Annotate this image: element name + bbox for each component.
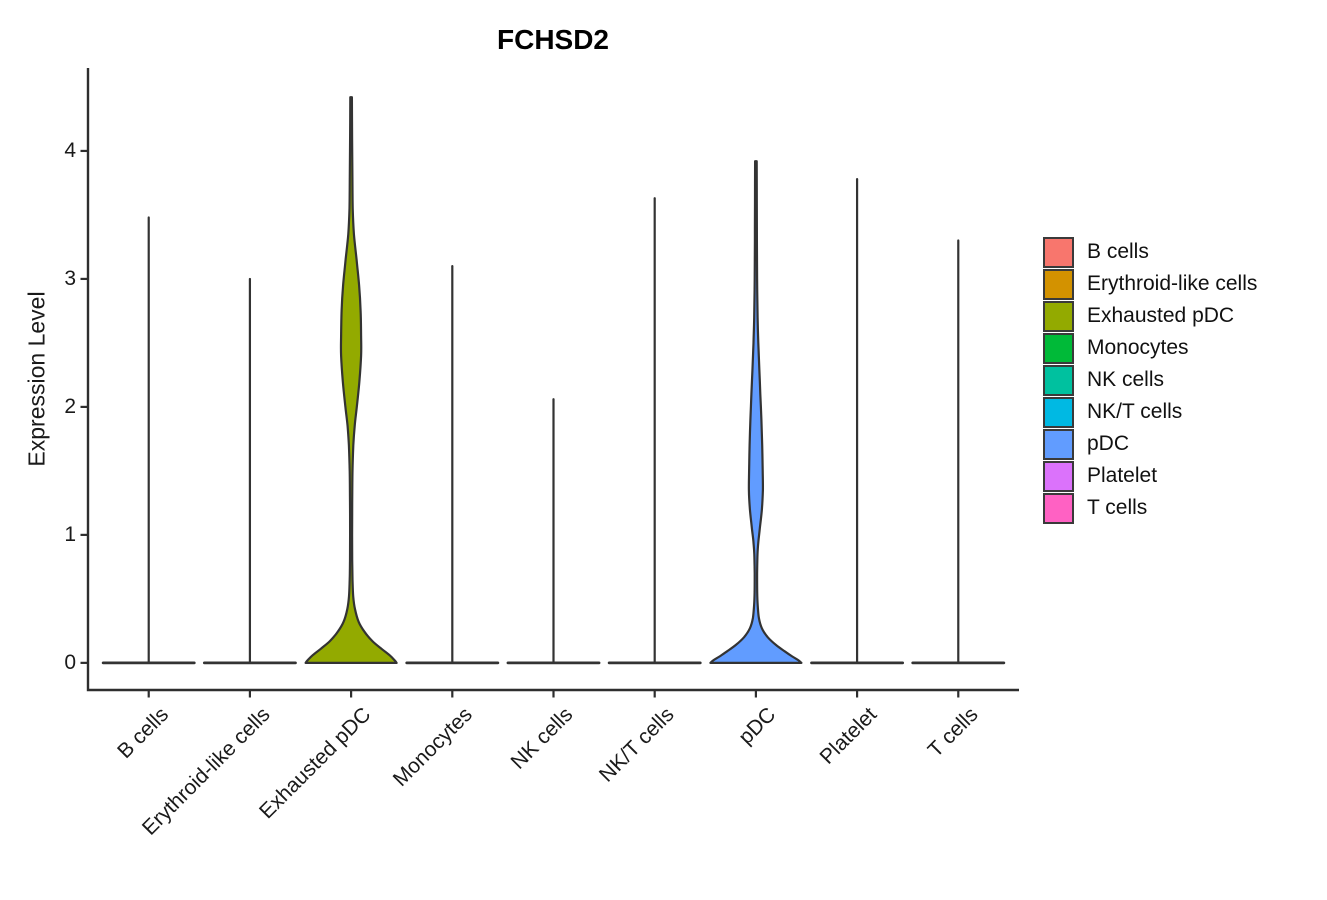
y-tick-label: 4 [64, 138, 76, 162]
y-tick-label: 2 [64, 394, 76, 418]
violin-exhausted-pdc[interactable] [304, 96, 398, 664]
axis-lines [86, 68, 1019, 692]
y-tick-label: 0 [64, 650, 76, 674]
legend-item-t-cells[interactable]: T cells [1043, 492, 1257, 524]
legend-item-monocytes[interactable]: Monocytes [1043, 332, 1257, 364]
legend-item-platelet[interactable]: Platelet [1043, 460, 1257, 492]
legend-color-swatch [1043, 268, 1074, 300]
legend-color-swatch [1043, 460, 1074, 492]
chart-title: FCHSD2 [496, 24, 610, 55]
y-tick-label: 3 [64, 266, 76, 290]
legend-label: Erythroid-like cells [1087, 272, 1258, 295]
legend-item-exhausted-pdc[interactable]: Exhausted pDC [1043, 300, 1257, 332]
legend-color-swatch [1043, 300, 1074, 332]
legend-label: Platelet [1087, 464, 1158, 487]
legend-item-nk-cells[interactable]: NK cells [1043, 364, 1257, 396]
legend: B cells Erythroid-like cells Exhausted pDC… [1043, 236, 1257, 524]
violin-pdc[interactable] [709, 160, 803, 664]
legend-color-swatch [1043, 492, 1074, 524]
legend-item-b-cells[interactable]: B cells [1043, 236, 1257, 268]
legend-label: T cells [1087, 496, 1148, 519]
legend-item-nk-t-cells[interactable]: NK/T cells [1043, 396, 1257, 428]
y-tick-label: 1 [64, 522, 76, 546]
legend-color-swatch [1043, 396, 1074, 428]
legend-color-swatch [1043, 428, 1074, 460]
y-axis-title: Expression Level [23, 291, 50, 467]
legend-color-swatch [1043, 364, 1074, 396]
legend-color-swatch [1043, 332, 1074, 364]
legend-color-swatch [1043, 236, 1074, 268]
legend-label: B cells [1087, 240, 1149, 263]
legend-item-erythroid-like-cells[interactable]: Erythroid-like cells [1043, 268, 1257, 300]
legend-label: Monocytes [1087, 336, 1189, 359]
legend-label: NK cells [1087, 368, 1165, 391]
legend-label: Exhausted pDC [1087, 304, 1235, 327]
legend-label: NK/T cells [1087, 400, 1183, 423]
legend-item-pdc[interactable]: pDC [1043, 428, 1257, 460]
legend-label: pDC [1087, 432, 1130, 455]
